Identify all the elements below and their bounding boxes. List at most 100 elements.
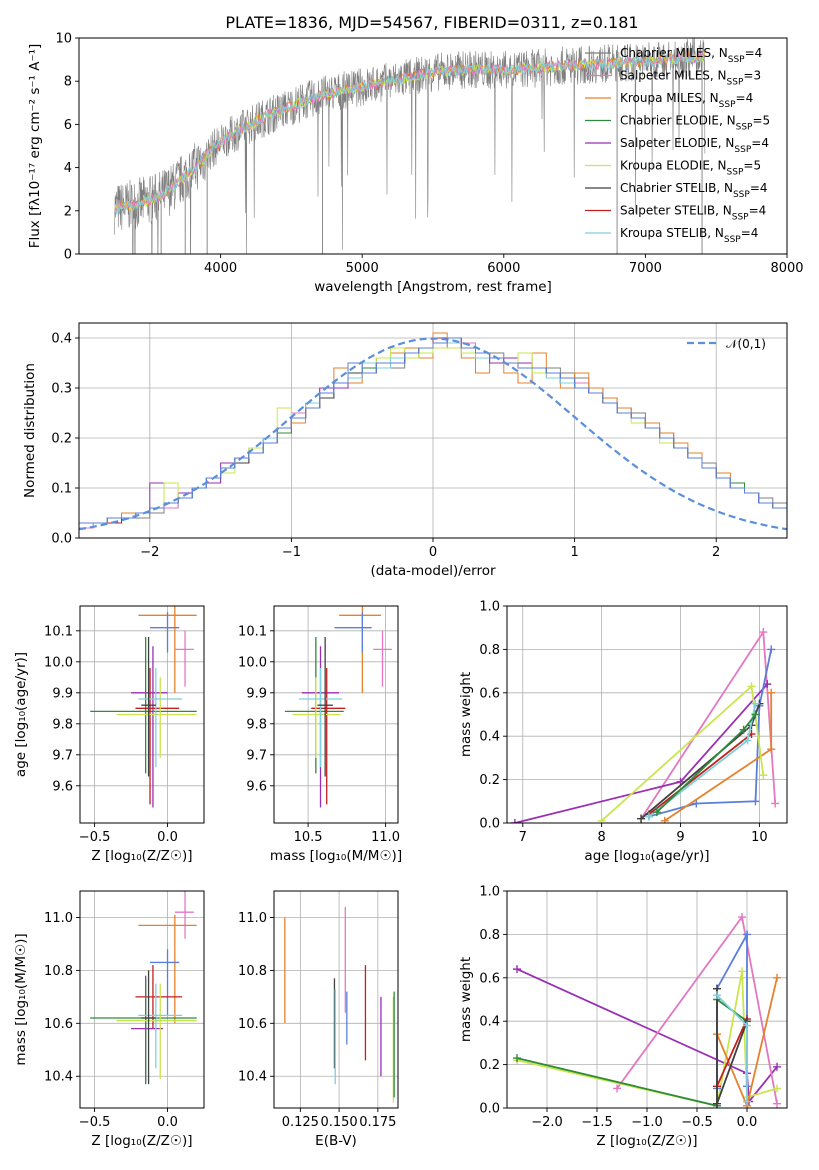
mass_vs_ebv-frame <box>273 890 399 1109</box>
spectrum-ytick-label: 2 <box>64 204 72 219</box>
age_vs_z-xtick-label: 0.0 <box>157 830 178 845</box>
mass_vs_z-point <box>131 975 164 1082</box>
weight_vs_age-series-line <box>648 649 773 818</box>
spectrum-ytick-label: 4 <box>64 161 72 176</box>
mass_vs_z-axes: −0.5 0.0 10.4 10.6 10.8 11.0 Z [log₁₀(Z/Z☉)] ma… <box>13 891 204 1149</box>
weight_vs_age-series-marker <box>759 771 768 780</box>
weight_vs_z-xtick-label: 0.0 <box>737 1115 758 1130</box>
residuals-ytick-label: 0.3 <box>51 382 72 397</box>
weight_vs_z-series-marker <box>743 1021 751 1030</box>
residuals-xtick-label: −1 <box>282 545 301 560</box>
mass_vs_z-xlabel: Z [log₁₀(Z/Z☉)] <box>91 1133 192 1149</box>
mass_vs_z-xtick-label: −0.5 <box>79 1115 111 1130</box>
age_vs_mass-point <box>298 668 343 768</box>
residuals-ytick-label: 0.4 <box>51 332 72 347</box>
mass_vs_z-ylabel: mass [log₁₀(M/M☉)] <box>13 933 29 1065</box>
mass_vs_z-point <box>150 949 180 1016</box>
mass_vs_ebv-axes: 0.125 0.150 0.175 10.4 10.6 10.8 11.0 E(B-V) <box>238 891 398 1149</box>
age_vs_mass-point <box>311 668 346 805</box>
weight_vs_z-series-marker <box>613 1084 621 1093</box>
spectrum-xtick-label: 8000 <box>770 261 803 276</box>
residuals-plot-area <box>79 332 787 538</box>
weight_vs_z-series-line <box>716 1018 748 1087</box>
spectrum-ylabel: Flux [fλ10⁻¹⁷ erg cm⁻² s⁻¹ A⁻¹] <box>27 44 43 249</box>
weight_vs_z-series-marker <box>713 991 721 1000</box>
weight_vs_age-series-marker <box>747 682 756 691</box>
weight_vs_age-plot-area <box>510 628 780 823</box>
weight_vs_age-series-marker <box>751 797 760 806</box>
weight_vs_z-ytick-label: 0.4 <box>479 1015 500 1030</box>
spectrum-model-line <box>113 52 706 215</box>
spectrum-frame <box>78 37 788 255</box>
spectrum-xtick-label: 7000 <box>629 261 662 276</box>
weight_vs_age-ytick-label: 0.0 <box>479 817 500 832</box>
age_vs_z-xlabel: Z [log₁₀(Z/Z☉)] <box>91 848 192 864</box>
spectrum-legend-entry: Chabrier MILES, NSSP=4 <box>620 46 762 65</box>
spectrum-legend-entry: Chabrier ELODIE, NSSP=5 <box>620 114 770 133</box>
age_vs_z-point <box>150 612 180 653</box>
weight_vs_age-series-marker <box>751 699 760 708</box>
residuals-histogram-series <box>79 337 787 538</box>
age_vs_z-ytick-label: 10.0 <box>44 655 73 670</box>
weight_vs_age-series-marker <box>637 814 646 823</box>
weight_vs_z-xtick-label: −0.5 <box>681 1115 713 1130</box>
figure-title: PLATE=1836, MJD=54567, FIBERID=0311, z=0… <box>225 13 638 32</box>
age_vs_z-plot-area <box>90 606 197 808</box>
weight_vs_z-ytick-label: 0.6 <box>479 971 500 986</box>
residuals-ytick-label: 0.1 <box>51 482 72 497</box>
weight_vs_z-series-marker <box>743 1097 751 1106</box>
residuals-ytick-label: 0.0 <box>51 532 72 547</box>
weight_vs_z-series-marker <box>743 930 751 939</box>
residuals-legend: 𝒩(0,1) <box>687 337 766 351</box>
weight_vs_age-series-marker <box>767 645 776 654</box>
mass_vs_z-point <box>90 978 197 1085</box>
age_vs_mass-point <box>373 630 392 687</box>
mass_vs_z-plot-area <box>90 891 197 1085</box>
weight_vs_age-series-marker <box>660 816 669 823</box>
age_vs_mass-ytick-label: 9.9 <box>246 686 267 701</box>
spectrum-xtick-label: 6000 <box>487 261 520 276</box>
spectrum-ytick-label: 6 <box>64 118 72 133</box>
spectrum-legend-entry: Chabrier STELIB, NSSP=4 <box>620 181 768 200</box>
weight_vs_z-xtick-label: −1.0 <box>631 1115 663 1130</box>
spectrum-legend-entry: Salpeter MILES, NSSP=3 <box>620 69 761 88</box>
age_vs_z-ytick-label: 10.1 <box>44 624 73 639</box>
age_vs_mass-xlabel: mass [log₁₀(M/M☉)] <box>270 848 402 864</box>
age_vs_mass-plot-area <box>284 606 392 808</box>
weight_vs_age-xtick-label: 10 <box>751 830 768 845</box>
age_vs_z-ytick-label: 9.7 <box>52 748 73 763</box>
mass_vs_ebv-xtick-label: 0.175 <box>359 1115 396 1130</box>
age_vs_mass-point <box>284 637 344 774</box>
weight_vs_z-ytick-label: 1.0 <box>479 885 500 900</box>
age_vs_mass-point <box>292 677 341 758</box>
mass_vs_z-point <box>116 983 197 1079</box>
weight_vs_age-series-marker <box>597 816 606 823</box>
mass_vs_z-ytick-label: 11.0 <box>44 911 73 926</box>
spectrum-legend: Chabrier MILES, NSSP=4 Salpeter MILES, NS… <box>585 46 770 245</box>
mass_vs_z-point <box>174 891 194 939</box>
weight_vs_age-xlabel: age [log₁₀(age/yr)] <box>584 848 709 864</box>
weight_vs_z-series-marker <box>773 973 781 982</box>
residuals-xtick-label: 0 <box>429 545 437 560</box>
age_vs_mass-ytick-label: 9.6 <box>246 779 267 794</box>
weight_vs_age-ytick-label: 0.2 <box>479 773 500 788</box>
weight_vs_age-series-line <box>600 684 765 822</box>
age_vs_z-ytick-label: 9.9 <box>52 686 73 701</box>
spectrum-xtick-label: 5000 <box>346 261 379 276</box>
age_vs_mass-frame <box>273 605 399 824</box>
weight_vs_z-xlabel: Z [log₁₀(Z/Z☉)] <box>596 1133 697 1149</box>
spectrum-data-line <box>114 38 706 254</box>
weight_vs_age-ytick-label: 0.6 <box>479 686 500 701</box>
residuals-ytick-label: 0.2 <box>51 432 72 447</box>
mass_vs_ebv-xlabel: E(B-V) <box>315 1133 357 1149</box>
weight_vs_z-series-line <box>516 968 778 1104</box>
residuals-xtick-label: 1 <box>570 545 578 560</box>
weight_vs_z-ytick-label: 0.8 <box>479 928 500 943</box>
residuals-ylabel: Normed distribution <box>22 363 38 498</box>
spectrum-ytick-label: 0 <box>64 248 72 263</box>
mass_vs_z-point <box>138 914 197 1024</box>
weight_vs_age-ytick-label: 0.8 <box>479 643 500 658</box>
age_vs_mass-point <box>317 637 333 777</box>
spectrum-legend-entry: Salpeter ELODIE, NSSP=4 <box>620 136 769 155</box>
weight_vs_age-ytick-label: 0.4 <box>479 730 500 745</box>
